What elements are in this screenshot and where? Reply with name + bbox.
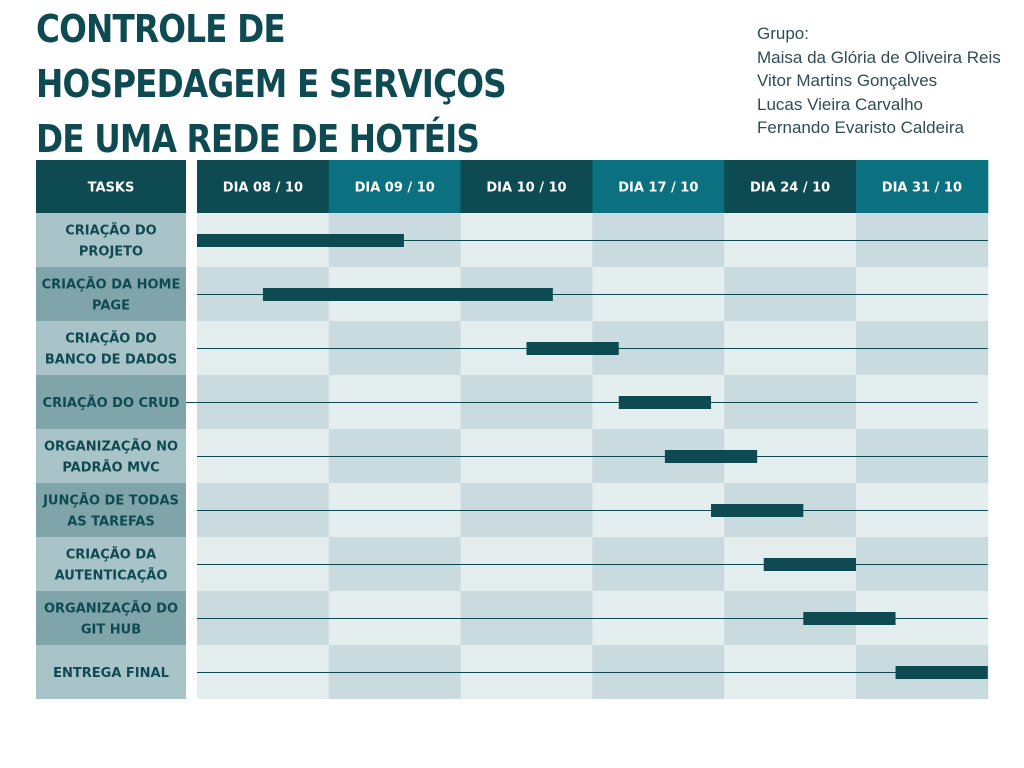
title-line: CONTROLE DE [36,7,286,51]
title-line: HOSPEDAGEM E SERVIÇOS [36,62,507,106]
column-header-label: DIA 24 / 10 [750,181,830,196]
column-header-label: DIA 08 / 10 [223,181,303,196]
task-label-cell [36,321,186,375]
task-bar [711,504,804,517]
task-label: AUTENTICAÇÃO [55,568,168,584]
group-label: Grupo: [757,24,809,43]
task-label: CRIAÇÃO DA HOME [42,277,181,293]
task-label: JUNÇÃO DE TODAS [42,493,179,509]
column-header-label: DIA 31 / 10 [882,181,962,196]
task-label: PAGE [92,299,130,314]
task-bar [895,666,988,679]
task-label-cell [36,591,186,645]
task-label: CRIAÇÃO DA [66,547,156,563]
task-label: ORGANIZAÇÃO NO [44,439,178,455]
task-label: CRIAÇÃO DO CRUD [43,395,180,411]
task-bar [618,396,712,409]
column-header-label: DIA 17 / 10 [618,181,698,196]
column-header-cell [592,160,725,213]
column-header-label: DIA 10 / 10 [486,181,566,196]
task-label: ENTREGA FINAL [53,666,169,681]
task-label-cell [36,375,186,429]
tasks-header-cell [36,160,186,213]
task-label-cell [36,537,186,591]
task-label-cell [36,213,186,267]
group-member: Fernando Evaristo Caldeira [757,118,964,137]
task-label-cell [36,429,186,483]
group-members: Grupo: Maisa da Glória de Oliveira Reis … [757,22,1001,140]
column-header-cell [328,160,462,213]
task-label: CRIAÇÃO DO [65,223,156,239]
task-bar [763,558,856,571]
title-line: DE UMA REDE DE HOTÉIS [36,117,480,161]
task-label: BANCO DE DADOS [45,353,177,368]
task-label: PADRÃO MVC [62,460,159,476]
column-header-cell [856,160,989,213]
column-header-cell [724,160,857,213]
task-label-cell [36,645,186,699]
tasks-header-label: TASKS [88,181,135,196]
column-header-label: DIA 09 / 10 [355,181,435,196]
task-bar [197,234,404,247]
page-title: CONTROLE DE HOSPEDAGEM E SERVIÇOS DE UMA… [36,2,507,167]
task-label: AS TAREFAS [67,515,155,530]
column-header-cell [197,160,330,213]
task-label-cell [36,483,186,537]
group-member: Vitor Martins Gonçalves [757,71,938,90]
task-bar [526,342,619,355]
task-label: CRIAÇÃO DO [65,331,156,347]
task-bar [664,450,758,463]
task-bar [803,612,896,625]
group-member: Lucas Vieira Carvalho [757,94,923,114]
task-bar [262,288,553,301]
column-header-cell [460,160,593,213]
task-label-cell [36,267,186,321]
task-label: GIT HUB [81,623,141,638]
task-label: ORGANIZAÇÃO DO [44,601,178,617]
task-label: PROJETO [79,245,143,260]
group-member: Maisa da Glória de Oliveira Reis [757,47,1001,67]
